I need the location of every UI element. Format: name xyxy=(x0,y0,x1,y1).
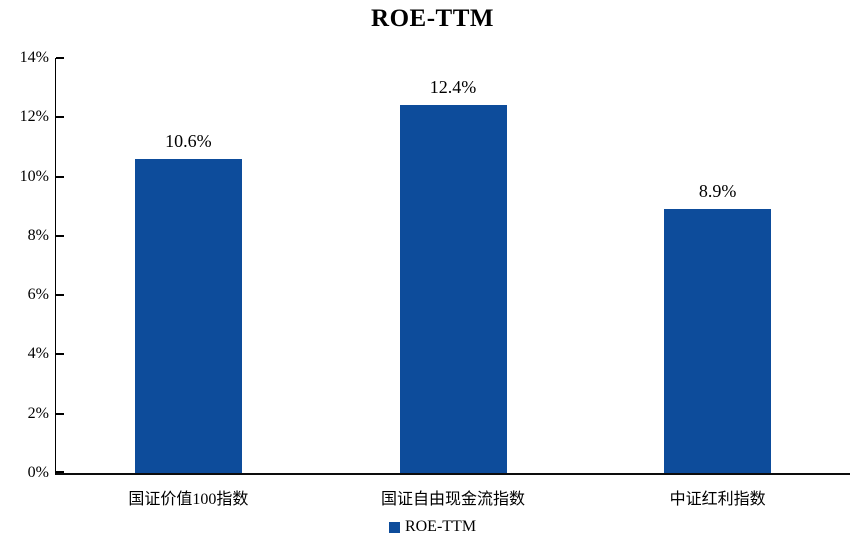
legend-swatch xyxy=(388,521,400,533)
bar-value-label: 8.9% xyxy=(698,181,737,202)
y-tick-label: 10% xyxy=(19,167,49,185)
y-tick-label: 6% xyxy=(27,286,49,304)
x-category-label: 中证红利指数 xyxy=(669,491,766,508)
y-tick-mark xyxy=(56,294,64,297)
y-tick-mark xyxy=(56,116,64,119)
y-tick-label: 8% xyxy=(27,226,49,244)
y-tick-mark xyxy=(56,412,64,415)
y-tick-mark xyxy=(56,175,64,178)
legend-label: ROE-TTM xyxy=(404,518,477,535)
bar-3 xyxy=(664,209,772,473)
x-category-label: 国证价值100指数 xyxy=(128,491,249,508)
plot-area: 0% 2% 4% 6% 8% 10% 12% 14% 10.6% 12.4% 8.9% 国证价值1… xyxy=(20,49,850,508)
x-category-label: 国证自由现金流指数 xyxy=(380,491,525,508)
bar-value-label: 12.4% xyxy=(429,77,477,98)
bar-1 xyxy=(134,158,242,473)
y-tick-label: 14% xyxy=(19,49,49,66)
y-tick-mark xyxy=(56,57,64,59)
bar-2 xyxy=(399,105,507,473)
y-tick-mark xyxy=(56,353,64,356)
chart-title: ROE-TTM xyxy=(371,5,494,32)
y-tick-label: 0% xyxy=(27,464,49,481)
y-tick-label: 4% xyxy=(27,345,49,363)
bar-value-label: 10.6% xyxy=(165,130,212,151)
y-tick-mark xyxy=(56,471,64,473)
legend: ROE-TTM xyxy=(0,518,865,536)
y-tick-mark xyxy=(56,234,64,237)
y-tick-label: 12% xyxy=(19,108,49,126)
y-tick-label: 2% xyxy=(27,404,49,422)
